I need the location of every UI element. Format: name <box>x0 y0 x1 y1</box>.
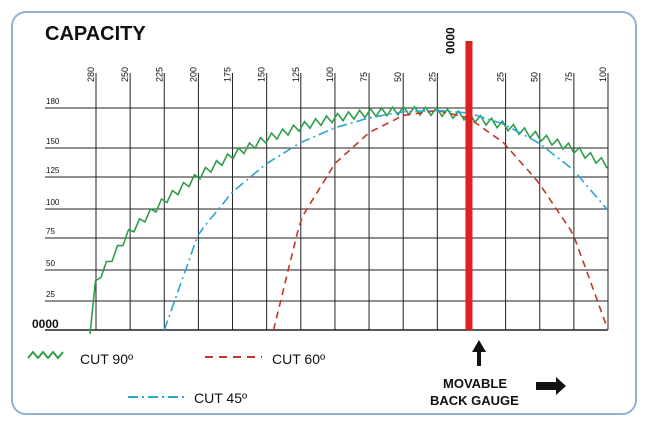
x-tick-label: 250 <box>120 67 130 82</box>
legend-label-cut90: CUT 90º <box>80 351 133 367</box>
chart-title: CAPACITY <box>45 23 146 45</box>
series-line-cut90 <box>89 105 608 335</box>
back-gauge-label-line2: BACK GAUGE <box>430 393 519 408</box>
right-arrow-icon <box>536 377 566 395</box>
chart-border <box>11 11 637 415</box>
legend-swatch-cut90 <box>27 350 64 360</box>
curves <box>89 105 609 335</box>
x-tick-label: 280 <box>86 67 96 82</box>
back-gauge-annotation: MOVABLE BACK GAUGE <box>430 340 566 408</box>
legend-label-cut45: CUT 45º <box>194 390 247 406</box>
back-gauge-label-line1: MOVABLE <box>443 376 507 391</box>
x-tick-label: 50 <box>530 72 540 82</box>
grid <box>45 73 609 331</box>
y-zero-label: 0000 <box>32 317 59 331</box>
tick-labels: 280 250 225 200 175 150 125 100 75 50 25 25 50 75 100 0… <box>46 27 608 299</box>
y-tick-label: 180 <box>46 97 60 106</box>
x-tick-label: 100 <box>598 67 608 82</box>
x-tick-label: 125 <box>291 67 301 82</box>
x-tick-label: 75 <box>564 72 574 82</box>
x-tick-label: 25 <box>496 72 506 82</box>
y-tick-label: 25 <box>46 290 55 299</box>
x-tick-label: 100 <box>325 67 335 82</box>
legend: CUT 90º CUT 60º CUT 45º <box>27 350 325 406</box>
y-tick-label: 125 <box>46 166 60 175</box>
y-tick-label: 75 <box>46 227 55 236</box>
x-tick-label: 200 <box>188 67 198 82</box>
x-tick-label: 25 <box>427 72 437 82</box>
x-tick-label: 75 <box>359 72 369 82</box>
back-gauge <box>465 41 473 330</box>
back-gauge-bar <box>465 41 473 330</box>
x-tick-label: 175 <box>223 67 233 82</box>
x-tick-label: 150 <box>257 67 267 82</box>
y-tick-label: 50 <box>46 259 55 268</box>
x-zero-label: 0000 <box>443 27 457 54</box>
x-tick-label: 50 <box>393 72 403 82</box>
legend-label-cut60: CUT 60º <box>272 351 325 367</box>
y-tick-label: 100 <box>46 198 60 207</box>
up-arrow-icon <box>472 340 486 366</box>
x-tick-label: 225 <box>154 67 164 82</box>
series-line-cut45 <box>163 109 609 331</box>
y-tick-label: 150 <box>46 137 60 146</box>
